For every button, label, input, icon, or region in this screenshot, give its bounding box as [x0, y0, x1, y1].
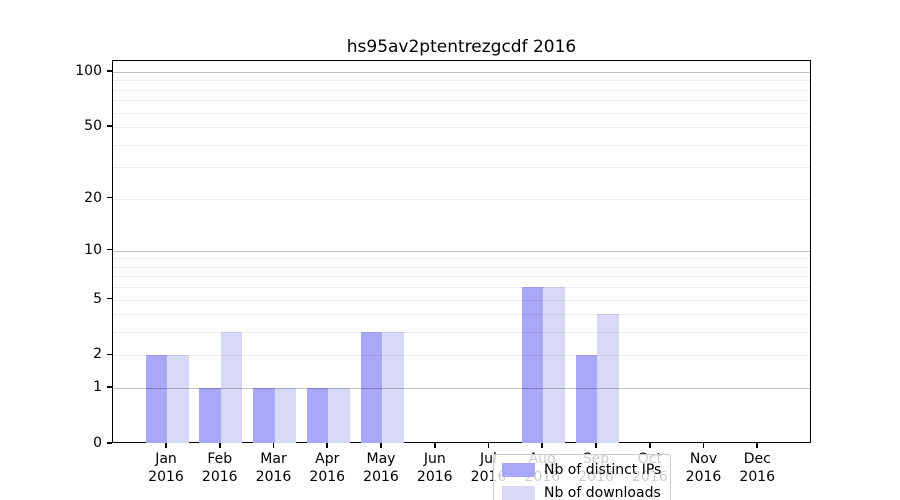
bar-downloads [543, 287, 565, 443]
x-axis-tick [272, 443, 275, 448]
y-axis-tick [107, 196, 112, 199]
y-gridline-minor [113, 112, 810, 114]
chart-legend: Nb of distinct IPs Nb of downloads [493, 454, 672, 500]
y-gridline-minor [113, 276, 810, 278]
legend-swatch-distinct-ips [502, 463, 535, 477]
y-tick-label: 5 [93, 290, 102, 307]
x-axis-tick [380, 443, 382, 448]
x-tick-label: Feb 2016 [188, 451, 252, 486]
x-tick-year: 2016 [739, 468, 776, 485]
y-gridline-minor [113, 266, 810, 268]
y-axis-tick [107, 70, 112, 72]
legend-swatch-downloads [502, 486, 535, 500]
y-gridline-minor [113, 198, 810, 200]
bar-downloads [220, 332, 243, 443]
x-axis-tick [595, 443, 597, 448]
y-tick-label: 0 [93, 435, 102, 451]
bar-downloads [597, 314, 619, 443]
x-tick-label: Apr 2016 [295, 451, 359, 486]
y-tick-label: 50 [84, 117, 102, 134]
y-gridline-minor [113, 355, 810, 357]
x-tick-label: Nov 2016 [672, 451, 736, 486]
y-gridline-minor [113, 167, 810, 169]
x-tick-year: 2016 [148, 468, 184, 485]
y-gridline-minor [113, 299, 810, 301]
x-axis-tick [218, 443, 221, 448]
y-axis-tick [107, 297, 112, 300]
legend-label-downloads: Nb of downloads [544, 485, 661, 500]
x-axis-tick [433, 443, 436, 448]
x-tick-label: Dec 2016 [725, 451, 789, 486]
x-tick-month: Jun [423, 451, 446, 467]
bar-downloads [167, 355, 189, 443]
x-axis-tick [648, 443, 651, 448]
x-tick-month: Dec [743, 451, 771, 467]
plot-area: Nb of distinct IPs Nb of downloads [112, 60, 811, 500]
y-gridline-minor [113, 80, 810, 82]
y-axis-tick [107, 386, 112, 388]
y-gridline-major [113, 250, 810, 252]
legend-item-downloads: Nb of downloads [502, 485, 661, 500]
x-tick-year: 2016 [201, 468, 238, 485]
y-gridline-minor [113, 126, 810, 128]
x-tick-month: Mar [260, 451, 287, 467]
y-tick-label: 10 [84, 241, 102, 258]
y-gridline-minor [113, 100, 810, 102]
bar-downloads [274, 388, 296, 443]
x-axis-tick [165, 443, 167, 448]
x-axis-tick [702, 443, 705, 448]
x-axis-tick [541, 443, 544, 448]
x-tick-month: May [366, 451, 396, 467]
x-tick-year: 2016 [309, 468, 346, 485]
y-axis-tick [107, 353, 112, 356]
x-tick-year: 2016 [255, 468, 292, 485]
x-tick-year: 2016 [685, 468, 722, 485]
y-gridline-major [113, 388, 810, 390]
bar-distinct-ips [360, 332, 382, 443]
x-axis-tick [756, 443, 759, 448]
x-tick-month: Nov [689, 451, 718, 467]
y-gridline-minor [113, 144, 810, 146]
bar-distinct-ips [253, 388, 275, 443]
x-axis-tick [487, 443, 490, 448]
y-gridline-minor [113, 287, 810, 289]
y-gridline-major [113, 71, 810, 73]
bar-downloads [328, 388, 350, 443]
x-tick-label: May 2016 [349, 451, 413, 486]
bar-distinct-ips [575, 355, 597, 443]
y-axis-tick [107, 248, 112, 251]
y-gridline-minor [113, 258, 810, 260]
x-axis-tick [326, 443, 329, 448]
x-tick-month: Jul [480, 451, 497, 467]
y-tick-label: 20 [84, 189, 102, 206]
bar-downloads [382, 332, 404, 443]
x-tick-label: Mar 2016 [242, 451, 306, 486]
y-gridline-minor [113, 89, 810, 91]
y-gridline-minor [113, 332, 810, 334]
legend-item-distinct-ips: Nb of distinct IPs [502, 462, 661, 478]
y-tick-label: 1 [93, 379, 102, 396]
y-axis-tick [107, 442, 112, 444]
x-tick-month: Apr [315, 451, 340, 467]
x-tick-label: Jan 2016 [134, 451, 198, 486]
y-tick-label: 100 [75, 62, 102, 79]
x-tick-month: Jan [155, 451, 177, 467]
chart-title: hs95av2ptentrezgcdf 2016 [346, 37, 577, 57]
x-tick-year: 2016 [363, 468, 399, 485]
x-tick-label: Jun 2016 [403, 451, 467, 486]
bar-distinct-ips [306, 388, 329, 443]
y-gridline-minor [113, 314, 810, 316]
x-tick-year: 2016 [416, 468, 453, 485]
bar-distinct-ips [199, 388, 221, 443]
x-tick-month: Feb [207, 451, 233, 467]
legend-label-distinct-ips: Nb of distinct IPs [544, 462, 662, 478]
bar-distinct-ips [145, 355, 167, 443]
bar-distinct-ips [521, 287, 544, 443]
y-tick-label: 2 [93, 346, 102, 363]
y-axis-tick [107, 125, 112, 127]
